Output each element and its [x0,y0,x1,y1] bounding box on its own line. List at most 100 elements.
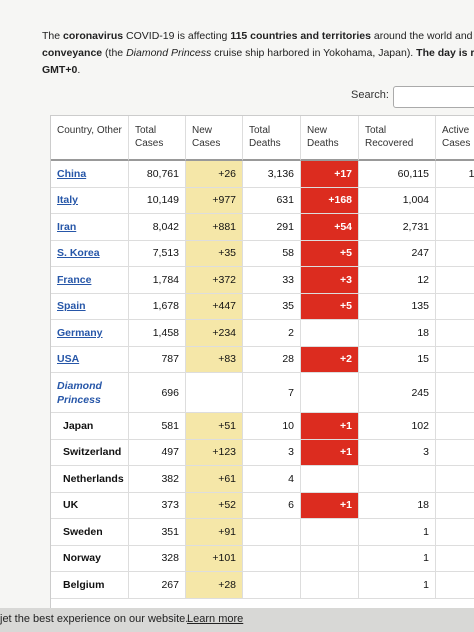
table-cell [359,466,436,493]
new-cases: +881 [212,220,236,233]
table-cell: 3 [359,439,436,466]
total-cases: 1,784 [152,273,179,286]
total-cases: 382 [161,472,179,485]
new-deaths: +1 [340,446,352,459]
table-cell [243,519,301,546]
total-deaths: 58 [282,247,294,260]
table-cell: 267 [129,572,186,599]
total-deaths: 291 [276,220,294,233]
table-cell: Switzerland [51,439,129,466]
table-cell: 1 [359,545,436,572]
total-cases: 8,042 [152,220,179,233]
table-cell: 2,731 [359,214,436,241]
table-cell: +234 [186,320,243,347]
intro-text: 115 countries and territories [230,30,371,42]
total-deaths: 10 [282,419,294,432]
country-link[interactable]: Iran [57,220,77,233]
total-recovered: 135 [411,300,429,313]
intro-text: The day is reset a [416,47,474,59]
new-deaths: +5 [340,247,352,260]
learn-more[interactable]: Learn more [187,613,244,625]
table-cell: 135 [359,293,436,320]
new-cases: +372 [212,273,236,286]
table-cell: 328 [129,545,186,572]
search-label: Search: [351,89,389,101]
table-cell: 80,761 [129,161,186,188]
total-recovered: 2,731 [402,220,429,233]
table-cell: 291 [243,214,301,241]
intro-text: . [77,64,81,76]
table-cell: 10,149 [129,187,186,214]
total-cases: 696 [161,386,179,399]
country-name: Netherlands [63,472,124,485]
search-input[interactable] [393,86,474,108]
new-deaths: +1 [340,499,352,512]
total-recovered: 1 [423,525,429,538]
table-cell: +1 [301,413,359,440]
country-link[interactable]: China [57,167,87,180]
table-cell: +168 [301,187,359,214]
table-cell: 1,784 [129,267,186,294]
table-cell: +3 [301,267,359,294]
table-cell: +17 [301,161,359,188]
table-cell: Norway [51,545,129,572]
total-recovered: 60,115 [397,167,429,180]
table-cell [301,545,359,572]
total-deaths: 6 [288,499,294,512]
cookie-bar: jet the best experience on our website. … [0,608,474,632]
total-cases: 10,149 [146,194,179,207]
total-recovered: 3 [423,446,429,459]
table-cell [301,519,359,546]
country-link[interactable]: Germany [57,326,103,339]
country-link[interactable]: Italy [57,194,79,207]
table-cell: S. Korea [51,240,129,267]
intro-text: Diamond Princess [126,47,212,59]
table-cell: +54 [301,214,359,241]
table-cell: 247 [359,240,436,267]
total-recovered: 102 [411,419,429,432]
total-cases: 80,761 [146,167,179,180]
new-cases: +26 [218,167,236,180]
table-cell: Diamond Princess [51,373,129,413]
table-cell: Iran [51,214,129,241]
table-cell: 1,458 [129,320,186,347]
total-recovered: 1 [423,552,429,565]
table-cell: 44 [436,373,474,413]
total-cases: 267 [161,578,179,591]
intro-text: conveyance [42,47,103,59]
country-link[interactable]: S. Korea [57,247,100,260]
table-cell: +977 [186,187,243,214]
total-recovered: 247 [411,247,429,260]
table-cell: 3 [243,439,301,466]
table-cell: 12 [359,267,436,294]
country-link[interactable]: USA [57,353,80,366]
total-cases: 1,678 [152,300,179,313]
table-cell [301,466,359,493]
country-name: UK [63,499,79,512]
total-cases: 351 [161,525,179,538]
table-cell: +1 [301,492,359,519]
table-cell: 15 [359,346,436,373]
intro-line: The coronavirus COVID-19 is affecting 11… [42,30,474,42]
new-deaths: +54 [334,220,352,233]
country-link[interactable]: Spain [57,300,86,313]
total-recovered: 12 [417,273,429,286]
table-cell: China [51,161,129,188]
table-cell: 28 [243,346,301,373]
new-deaths: +5 [340,300,352,313]
country-link[interactable]: France [57,273,92,286]
table-cell: +52 [186,492,243,519]
header-cell: New Deaths [301,116,359,161]
table-cell: Italy [51,187,129,214]
table-cell: 26 [436,572,474,599]
intro-text: coronavirus [63,30,124,42]
new-cases: +35 [218,247,236,260]
country-name: Japan [63,419,94,432]
table-cell [301,320,359,347]
table-cell: 58 [243,240,301,267]
table-cell: +372 [186,267,243,294]
country-link[interactable]: Diamond Princess [57,379,102,406]
total-recovered: 1,004 [402,194,429,207]
new-deaths: +168 [328,194,352,207]
table-cell: 2 [243,320,301,347]
